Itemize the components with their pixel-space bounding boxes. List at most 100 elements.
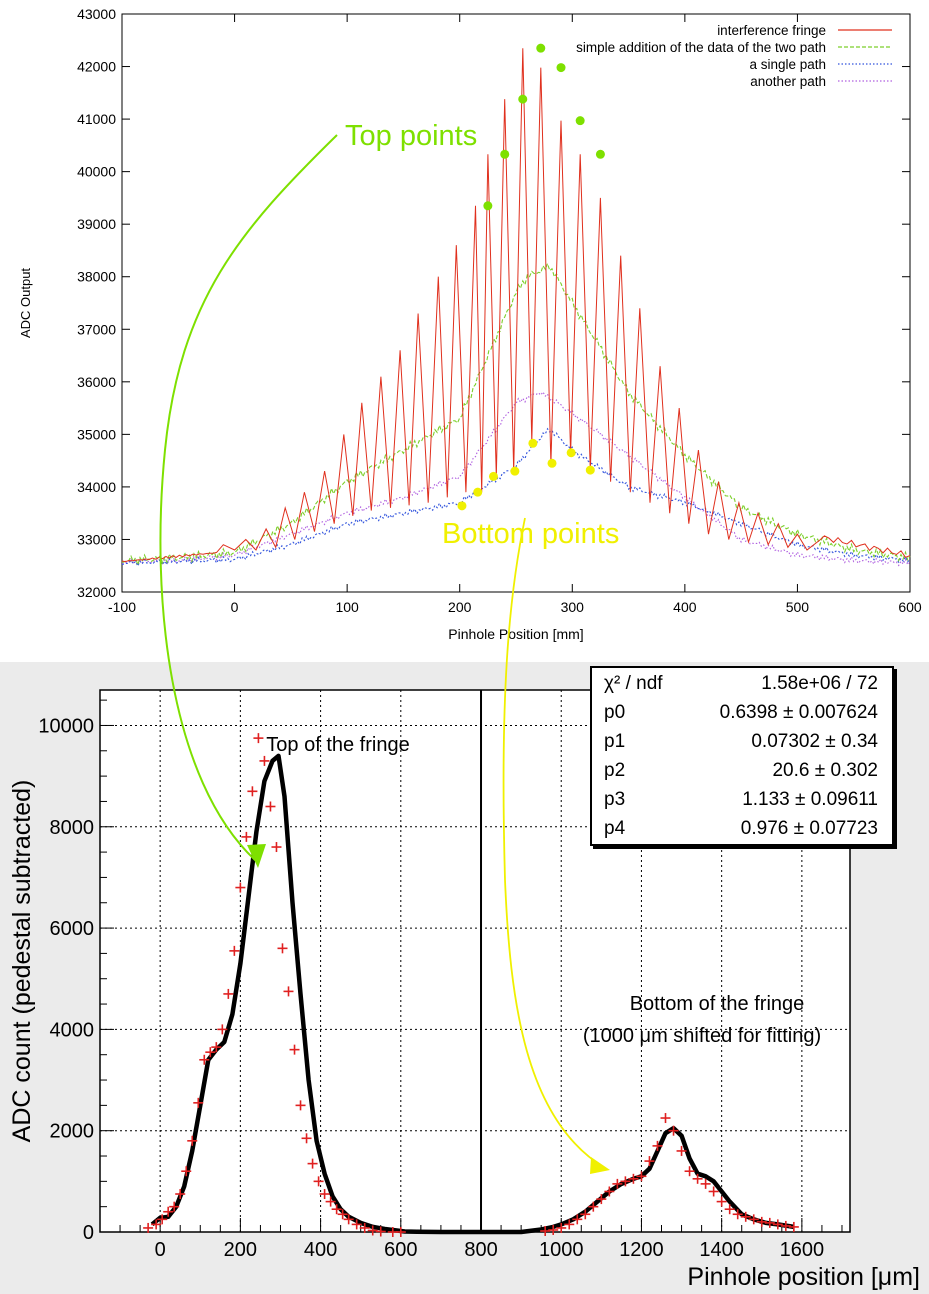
data-point-marker <box>748 1214 759 1225</box>
fit-statistics-box: χ² / ndf 1.58e+06 / 72 p0 0.6398 ± 0.007… <box>590 666 894 846</box>
bottom-point-marker <box>473 487 483 497</box>
top-y-tick-label: 37000 <box>77 321 116 337</box>
fit-row-p2: p2 20.6 ± 0.302 <box>592 757 892 786</box>
top-x-axis-label: Pinhole Position [mm] <box>448 626 583 642</box>
data-point-marker <box>295 1100 306 1111</box>
data-point-marker <box>283 986 294 997</box>
data-point-marker <box>716 1196 727 1207</box>
data-point-marker <box>163 1206 174 1217</box>
fit-value-p2: 20.6 ± 0.302 <box>772 760 878 781</box>
bottom-y-tick-label: 4000 <box>50 1019 95 1041</box>
top-y-tick-label: 39000 <box>77 216 116 232</box>
data-point-marker <box>351 1219 362 1230</box>
data-point-marker <box>724 1204 735 1215</box>
top-y-axis-label: ADC Output <box>18 268 33 338</box>
fit-value-p0: 0.6398 ± 0.007624 <box>719 702 878 723</box>
top-y-tick-label: 36000 <box>77 374 116 390</box>
data-point-marker <box>604 1186 615 1197</box>
data-point-marker <box>151 1219 162 1230</box>
series-another-path <box>121 390 911 567</box>
annotation-shift-note: (1000 μm shifted for fitting) <box>583 1025 821 1047</box>
data-point-marker <box>780 1220 791 1231</box>
bottom-y-tick-label: 10000 <box>38 715 94 737</box>
top-point-marker <box>575 116 585 126</box>
annotation-bottom-points: Bottom points <box>442 518 619 550</box>
data-point-marker <box>692 1173 703 1184</box>
data-point-marker <box>223 988 234 999</box>
bottom-point-marker <box>488 471 498 481</box>
data-point-marker <box>636 1171 647 1182</box>
top-y-tick-label: 38000 <box>77 269 116 285</box>
data-point-marker <box>301 1133 312 1144</box>
bottom-x-tick-label: 600 <box>384 1239 417 1261</box>
data-point-marker <box>668 1125 679 1136</box>
data-point-marker <box>588 1201 599 1212</box>
fit-row-p1: p1 0.07302 ± 0.34 <box>592 728 892 757</box>
data-point-marker <box>644 1156 655 1167</box>
data-point-marker <box>199 1054 210 1065</box>
data-point-marker <box>556 1222 567 1233</box>
top-x-tick-label: 500 <box>786 599 810 615</box>
bottom-x-tick-label: 0 <box>155 1239 166 1261</box>
top-y-tick-label: 40000 <box>77 164 116 180</box>
arrow-green-top-points <box>159 134 338 861</box>
top-x-tick-label: 0 <box>231 599 239 615</box>
top-x-tick-label: 300 <box>561 599 585 615</box>
data-point-marker <box>277 943 288 954</box>
fit-name-p3: p3 <box>604 789 626 810</box>
data-point-marker <box>395 1227 406 1237</box>
bottom-y-tick-label: 2000 <box>50 1121 95 1143</box>
data-point-marker <box>620 1176 631 1187</box>
data-point-marker <box>684 1166 695 1177</box>
top-x-tick-label: 400 <box>673 599 697 615</box>
data-point-marker <box>241 831 252 842</box>
bottom-x-tick-label: 1200 <box>619 1239 664 1261</box>
bottom-y-axis-label: ADC count (pedestal subtracted) <box>8 780 36 1143</box>
data-point-marker <box>772 1219 783 1230</box>
legend-entry-label: interference fringe <box>717 23 826 38</box>
data-point-marker <box>319 1189 330 1200</box>
data-point-marker <box>271 842 282 853</box>
data-point-marker <box>337 1209 348 1220</box>
data-point-marker <box>596 1194 607 1205</box>
data-point-marker <box>157 1214 168 1225</box>
data-point-marker <box>628 1173 639 1184</box>
top-point-marker <box>518 94 528 104</box>
data-point-marker <box>343 1214 354 1225</box>
bottom-y-tick-label: 6000 <box>50 918 95 940</box>
top-x-tick-label: -100 <box>108 599 136 615</box>
legend-entry-label: simple addition of the data of the two p… <box>576 40 826 55</box>
arrowhead-green <box>247 844 266 868</box>
top-y-tick-label: 34000 <box>77 479 116 495</box>
top-y-tick-label: 42000 <box>77 59 116 75</box>
data-point-marker <box>367 1225 378 1236</box>
fit-name-p1: p1 <box>604 731 626 752</box>
top-y-tick-label: 35000 <box>77 426 116 442</box>
arrowhead-yellow <box>590 1157 610 1174</box>
data-point-marker <box>788 1221 799 1232</box>
bottom-point-marker <box>547 458 557 468</box>
bottom-x-axis-label: Pinhole position [μm] <box>687 1263 920 1291</box>
top-point-marker <box>536 43 546 53</box>
data-point-marker <box>764 1217 775 1228</box>
fit-row-p0: p0 0.6398 ± 0.007624 <box>592 699 892 728</box>
top-x-tick-label: 200 <box>448 599 472 615</box>
top-point-marker <box>483 201 493 211</box>
top-x-tick-label: 600 <box>898 599 922 615</box>
data-point-marker <box>580 1209 591 1220</box>
legend-entry-label: another path <box>750 74 826 89</box>
fit-row-p3: p3 1.133 ± 0.09611 <box>592 786 892 815</box>
data-point-marker <box>307 1158 318 1169</box>
data-point-marker <box>253 733 264 744</box>
fit-name-p0: p0 <box>604 702 626 723</box>
top-point-marker <box>500 149 510 159</box>
bottom-x-tick-label: 1400 <box>699 1239 744 1261</box>
top-y-tick-label: 32000 <box>77 584 116 600</box>
top-y-tick-label: 41000 <box>77 111 116 127</box>
bottom-point-marker <box>510 466 520 476</box>
bottom-point-marker <box>585 465 595 475</box>
arrow-yellow-bottom-points <box>502 517 606 1169</box>
annotation-arrows <box>159 134 610 1174</box>
top-y-tick-label: 43000 <box>77 6 116 22</box>
data-point-marker <box>572 1214 583 1225</box>
